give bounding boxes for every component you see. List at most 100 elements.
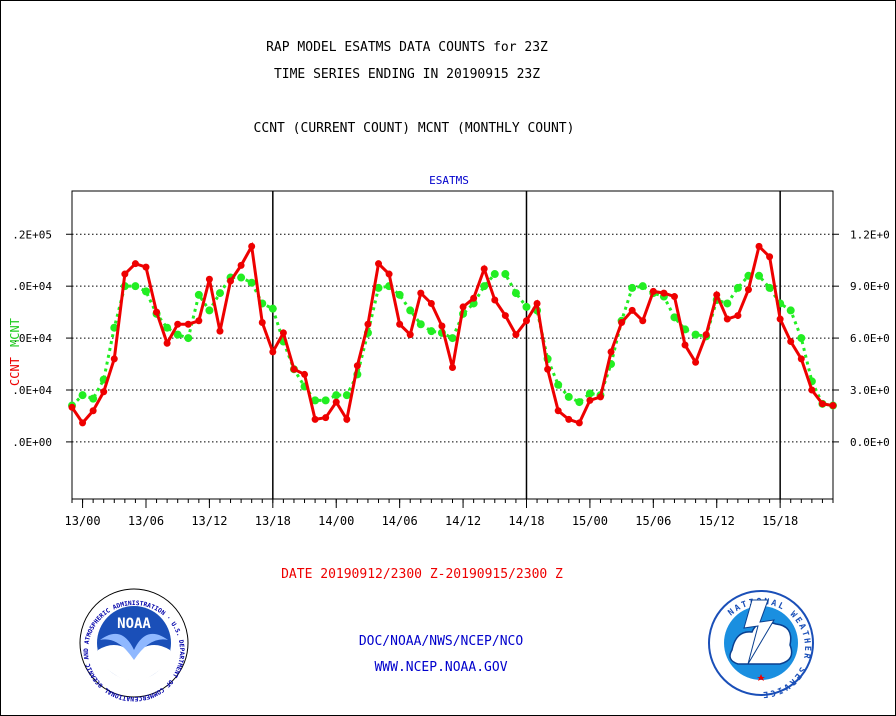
data-point-ccnt [131,260,139,268]
data-point-ccnt [364,320,372,328]
x-tick-label: 14/18 [508,514,544,528]
data-point-ccnt [649,287,657,295]
x-tick-label: 13/12 [191,514,227,528]
data-point-mcnt [268,304,277,313]
data-point-mcnt [332,391,341,400]
data-point-ccnt [153,308,161,316]
data-point-mcnt [723,299,732,308]
data-point-mcnt [205,306,214,315]
data-point-ccnt [681,341,689,349]
data-point-ccnt [713,291,721,299]
y-tick-label-right: 0.0E+0 [850,436,890,449]
data-point-ccnt [248,242,256,250]
data-point-mcnt [670,313,679,322]
data-point-ccnt [586,396,594,404]
x-tick-label: 15/18 [762,514,798,528]
data-point-ccnt [121,270,129,278]
x-tick-label: 13/06 [128,514,164,528]
y-tick-label-left: .0E+04 [12,280,52,293]
data-point-ccnt [565,415,573,423]
data-point-mcnt [585,389,594,398]
data-point-mcnt [480,282,489,291]
x-tick-label: 13/18 [255,514,291,528]
data-point-mcnt [78,391,87,400]
nws-logo: NATIONAL WEATHER SERVICE [708,590,814,699]
data-point-mcnt [321,396,330,405]
data-point-ccnt [89,407,97,415]
x-tick-label: 14/12 [445,514,481,528]
data-point-ccnt [723,315,731,323]
data-point-mcnt [691,330,700,339]
date-range-label: DATE 20190912/2300 Z-20190915/2300 Z [281,567,563,582]
data-point-ccnt [184,320,192,328]
y-tick-label-right: 1.2E+0 [850,228,890,241]
y-tick-label-left: .0E+04 [12,332,52,345]
data-point-mcnt [628,283,637,292]
data-point-ccnt [79,419,87,427]
data-point-ccnt [163,339,171,347]
data-point-ccnt [596,393,604,401]
plot-title: ESATMS [429,174,469,187]
data-point-ccnt [766,253,774,261]
data-point-ccnt [734,312,742,320]
data-point-ccnt [702,331,710,339]
data-point-ccnt [660,289,668,297]
data-point-ccnt [301,370,309,378]
x-tick-label: 13/00 [65,514,101,528]
data-point-ccnt [533,299,541,307]
y-tick-label-right: 9.0E+0 [850,280,890,293]
x-tick-label: 15/06 [635,514,671,528]
data-point-ccnt [818,400,826,408]
data-point-ccnt [322,414,330,422]
x-tick-label: 15/00 [572,514,608,528]
data-point-mcnt [564,392,573,401]
data-point-mcnt [311,396,320,405]
series-layer [68,241,837,427]
data-point-ccnt [438,322,446,330]
data-point-ccnt [755,242,763,250]
data-point-mcnt [194,290,203,299]
data-point-mcnt [448,334,457,343]
data-point-mcnt [131,282,140,291]
data-point-ccnt [544,365,552,373]
data-point-ccnt [174,320,182,328]
data-point-ccnt [205,275,213,283]
x-tick-label: 14/00 [318,514,354,528]
data-point-mcnt [490,270,499,279]
data-point-mcnt [427,327,436,336]
data-point-ccnt [343,415,351,423]
data-point-ccnt [100,388,108,396]
data-point-mcnt [554,380,563,389]
data-point-ccnt [427,299,435,307]
data-point-ccnt [618,319,626,327]
data-point-ccnt [216,327,224,335]
data-point-ccnt [237,261,245,269]
data-point-ccnt [639,317,647,325]
y-tick-label-left: .2E+05 [12,228,52,241]
data-point-mcnt [575,398,584,407]
data-point-ccnt [227,277,235,285]
data-point-ccnt [744,286,752,294]
day-boundary-lines [272,191,781,499]
data-point-mcnt [501,270,510,279]
data-point-mcnt [110,323,119,332]
x-axis-ticks: 13/00 13/06 13/12 13/18 14/00 14/06 14/12 14/18… [65,499,834,528]
chart-title-line2: TIME SERIES ENDING IN 20190915 23Z [274,67,540,82]
data-point-ccnt [459,303,467,311]
data-point-ccnt [290,365,298,373]
data-point-mcnt [416,320,425,329]
data-point-ccnt [353,362,361,370]
data-point-ccnt [396,320,404,328]
x-tick-label: 14/06 [382,514,418,528]
data-point-ccnt [385,270,393,278]
data-point-ccnt [406,331,414,339]
data-point-ccnt [258,319,266,327]
data-point-mcnt [511,289,520,298]
data-point-ccnt [522,317,530,325]
data-point-mcnt [765,283,774,292]
data-point-mcnt [89,394,98,403]
data-point-ccnt [670,293,678,301]
data-point-ccnt [110,355,118,363]
data-point-ccnt [375,260,383,268]
